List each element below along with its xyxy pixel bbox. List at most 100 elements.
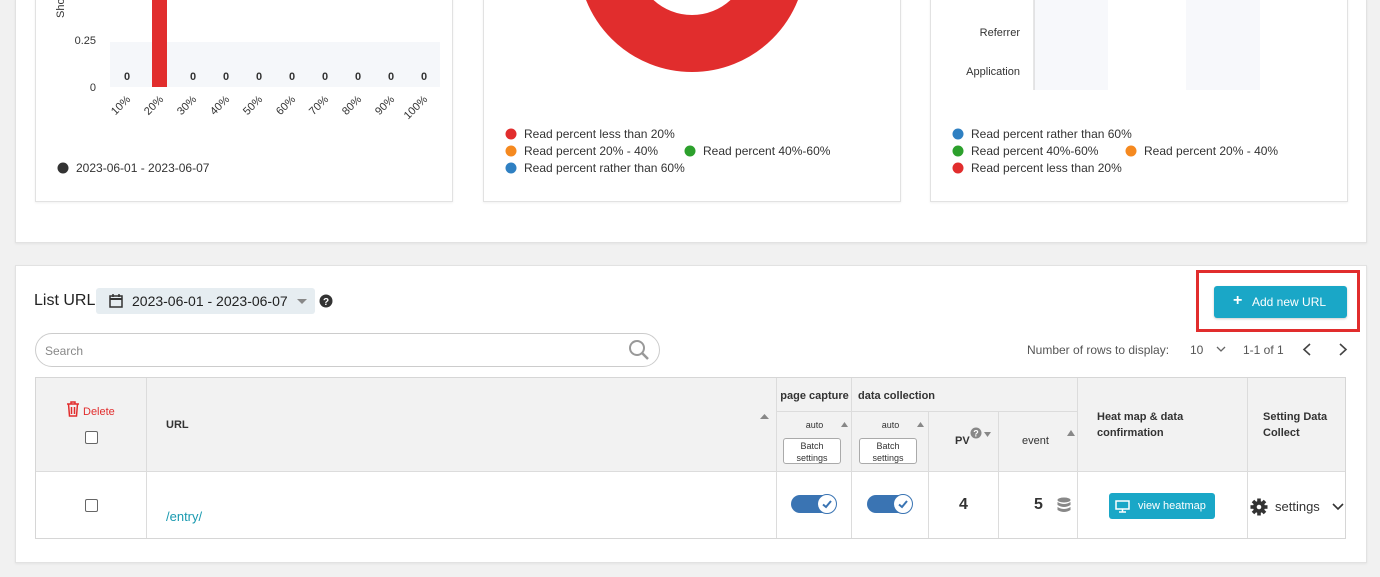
capture-batch-button[interactable]: Batch settings: [783, 438, 841, 464]
col-divider: [998, 411, 999, 538]
trash-icon[interactable]: [66, 401, 80, 417]
pagination: 1-1 of 1: [1243, 343, 1284, 357]
value-label: 0: [421, 71, 427, 83]
header-divider: [776, 411, 1077, 412]
collection-auto: auto: [881, 420, 900, 430]
table-header: [36, 378, 1345, 471]
y-tick-label: 0.25: [75, 35, 96, 47]
select-all-checkbox[interactable]: [85, 431, 98, 444]
col-divider: [146, 378, 147, 538]
prev-page[interactable]: [1302, 343, 1312, 356]
x-tick-label: 40%: [208, 93, 232, 117]
setting-header: Setting Data Collect: [1263, 411, 1328, 439]
x-tick-label: 30%: [175, 93, 199, 117]
value-label: 0: [322, 71, 328, 83]
legend-label: Read percent rather than 60%: [524, 161, 685, 175]
capture-toggle[interactable]: [791, 494, 837, 514]
plus-icon: +: [1233, 292, 1243, 309]
sort-icon[interactable]: [917, 422, 924, 427]
svg-text:?: ?: [973, 429, 979, 439]
legend-dot: [505, 145, 517, 157]
search-box[interactable]: Search: [35, 333, 660, 367]
legend-label: Read percent less than 20%: [971, 161, 1122, 175]
search-placeholder: Search: [45, 344, 84, 358]
x-tick-label: 50%: [241, 93, 265, 117]
pv-help-sort[interactable]: ?: [970, 427, 992, 439]
rows-value[interactable]: 10: [1190, 343, 1204, 357]
legend-label: Read percent 40%-60%: [971, 144, 1099, 158]
calendar-icon: [109, 294, 123, 308]
x-tick-label: 20%: [142, 93, 166, 117]
x-tick-label: 100%: [402, 93, 431, 122]
legend-dot: [505, 128, 517, 140]
legend-label: Read percent less than 20%: [524, 127, 675, 141]
legend-dot: [1125, 145, 1137, 157]
collection-batch-button[interactable]: Batch settings: [859, 438, 917, 464]
col-divider: [776, 378, 777, 538]
x-tick-label: 90%: [373, 93, 397, 117]
legend-dot: [952, 162, 964, 174]
heatmap-header: Heat map & data confirmation: [1097, 411, 1184, 439]
value-label: 0: [256, 71, 262, 83]
url-link[interactable]: /entry/: [166, 509, 203, 524]
charts-svg: Sho 0.25 0 10% 0 20% 30% 0 40% 0 50% 0 60% 0 70% 0 80% 0…: [55, 0, 1278, 175]
data-collection-header: data collection: [858, 390, 936, 402]
x-tick-label: 70%: [307, 93, 331, 117]
add-url-label: Add new URL: [1252, 295, 1327, 309]
sort-icon[interactable]: [760, 414, 769, 420]
date-range: 2023-06-01 - 2023-06-07: [132, 293, 288, 309]
plot-band: [1186, 0, 1260, 90]
delete-header[interactable]: Delete: [83, 406, 115, 418]
value-label: 0: [124, 71, 130, 83]
legend-dot: [505, 162, 517, 174]
date-picker[interactable]: 2023-06-01 - 2023-06-07: [96, 288, 315, 314]
y-axis-label: Sho: [55, 0, 67, 18]
plot-band: [1034, 0, 1108, 90]
bar-panel: [35, 0, 453, 202]
legend-label: Read percent 40%-60%: [703, 144, 831, 158]
collection-toggle[interactable]: [867, 494, 913, 514]
col-divider: [851, 378, 852, 538]
x-tick-label: 80%: [340, 93, 364, 117]
view-heatmap-button[interactable]: view heatmap: [1109, 493, 1215, 519]
event-header: event: [1022, 435, 1049, 447]
view-heatmap-label: view heatmap: [1138, 500, 1206, 512]
settings-label[interactable]: settings: [1275, 499, 1320, 514]
y-tick-label: Referrer: [980, 27, 1021, 39]
row-divider: [36, 471, 1345, 472]
bar: [152, 0, 167, 87]
value-label: 0: [190, 71, 196, 83]
sort-icon[interactable]: [1067, 430, 1075, 436]
legend-label: 2023-06-01 - 2023-06-07: [76, 161, 210, 175]
event-value: 5: [1034, 496, 1043, 513]
col-divider: [1247, 378, 1248, 538]
next-page[interactable]: [1338, 343, 1348, 356]
search-icon: [629, 340, 649, 360]
legend-label: Read percent 20% - 40%: [524, 144, 658, 158]
settings-chevron[interactable]: [1332, 503, 1344, 511]
svg-text:?: ?: [323, 297, 329, 308]
row-checkbox[interactable]: [85, 499, 98, 512]
col-divider: [1077, 378, 1078, 538]
monitor-icon: [1115, 500, 1130, 513]
legend-dot: [952, 128, 964, 140]
capture-auto: auto: [805, 420, 824, 430]
add-url-button[interactable]: + Add new URL: [1214, 286, 1347, 318]
sort-icon[interactable]: [841, 422, 848, 427]
legend-dot: [57, 162, 69, 174]
rows-chevron[interactable]: [1216, 346, 1226, 353]
source-panel: [930, 0, 1348, 202]
gear-icon[interactable]: [1250, 498, 1268, 516]
url-header: URL: [166, 419, 189, 431]
legend-dot: [684, 145, 696, 157]
database-icon[interactable]: [1057, 497, 1071, 514]
help-icon[interactable]: ?: [319, 294, 333, 308]
highlight-box: [1196, 270, 1360, 332]
x-tick-label: 10%: [109, 93, 133, 117]
y-tick-label: 0: [90, 82, 96, 94]
caret: [297, 299, 307, 304]
page-capture-header: page capture: [780, 390, 849, 402]
value-label: 0: [355, 71, 361, 83]
x-tick-label: 60%: [274, 93, 298, 117]
pv-header: PV: [955, 435, 970, 447]
